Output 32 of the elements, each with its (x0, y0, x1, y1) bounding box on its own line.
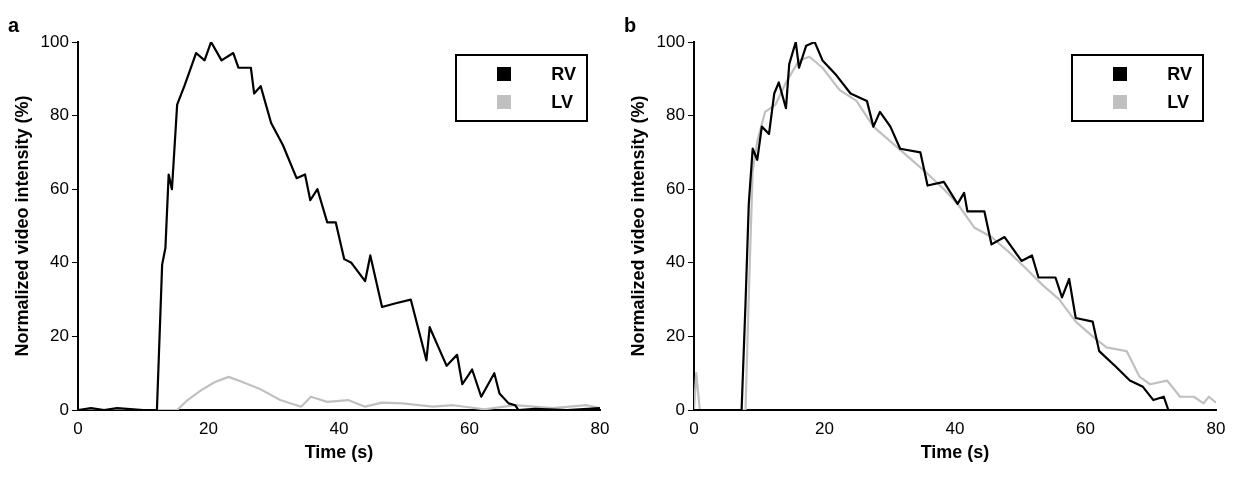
y-tick-label: 80 (50, 105, 69, 125)
x-tick-label: 40 (329, 418, 349, 438)
chart-title: b (624, 13, 637, 36)
y-axis-title: Normalized video intensity (%) (627, 95, 648, 357)
legend-label: LV (1167, 91, 1189, 113)
y-tick-label: 60 (666, 178, 685, 198)
y-tick-label: 20 (666, 326, 685, 346)
x-tick-label: 20 (199, 418, 218, 438)
chart-title: a (8, 13, 20, 36)
legend-label: RV (1167, 63, 1192, 85)
y-tick-label: 40 (666, 252, 685, 272)
y-axis-title: Normalized video intensity (%) (11, 95, 32, 357)
legend-label: LV (551, 91, 573, 113)
y-tick-label: 40 (50, 252, 69, 272)
x-tick-label: 40 (945, 418, 965, 438)
x-tick-label: 80 (1206, 418, 1226, 438)
x-tick-label: 60 (1076, 418, 1095, 438)
y-tick-label: 0 (59, 399, 69, 419)
x-tick-label: 0 (689, 418, 699, 438)
y-tick-label: 100 (40, 31, 69, 51)
x-tick-label: 60 (460, 418, 479, 438)
x-axis-title: Time (s) (920, 442, 990, 463)
y-tick-label: 20 (50, 326, 69, 346)
x-axis-title: Time (s) (304, 442, 374, 463)
y-tick-label: 80 (666, 105, 685, 125)
x-tick-label: 0 (73, 418, 83, 438)
legend-label: RV (551, 63, 576, 85)
y-tick-label: 60 (50, 178, 69, 198)
x-tick-label: 80 (590, 418, 610, 438)
y-tick-label: 100 (656, 31, 685, 51)
x-tick-label: 20 (815, 418, 834, 438)
y-tick-label: 0 (675, 399, 685, 419)
